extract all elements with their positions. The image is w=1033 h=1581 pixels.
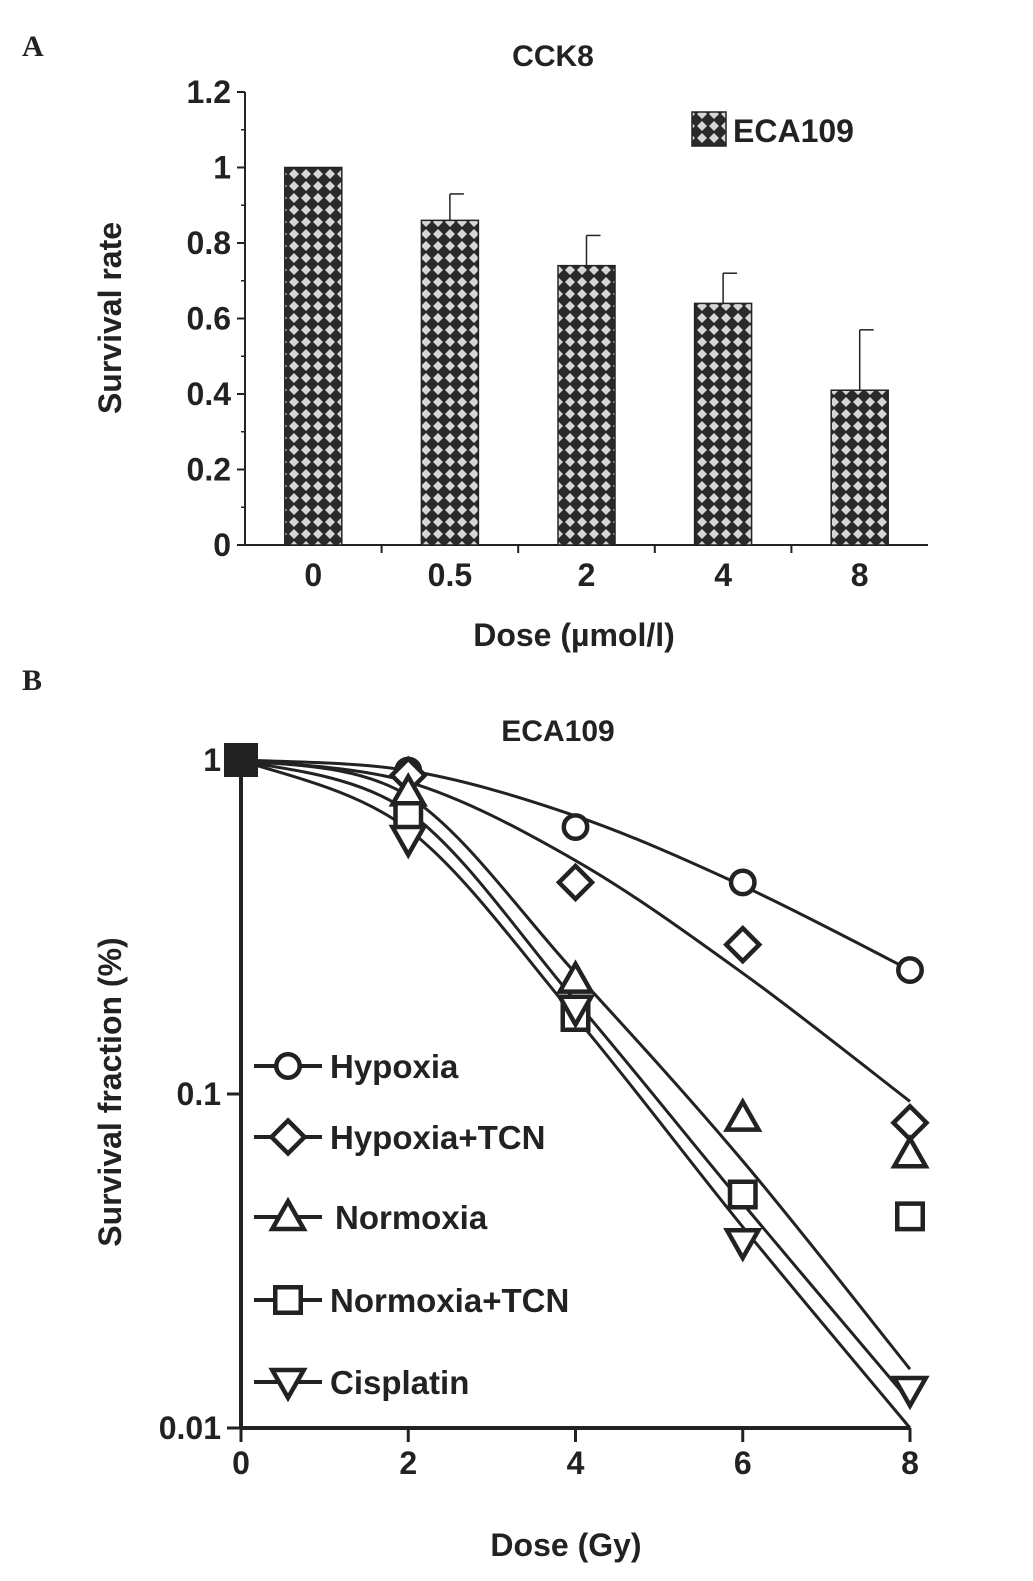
- x-tick-label: 6: [734, 1445, 752, 1481]
- bar: [693, 302, 753, 546]
- legend-marker-diamond: [268, 1117, 308, 1157]
- point-circle: [896, 956, 924, 985]
- fit-curve-diamond: [240, 758, 911, 1103]
- y-tick-label: 1: [213, 150, 231, 186]
- point-triangle-down: [555, 994, 596, 1030]
- x-tick-label: 4: [714, 557, 732, 593]
- panel-b-plot-area: 0.01 0.1 1 0 2 4 6 8 Hypoxia Hypoxia+TCN Normoxia N…: [159, 742, 930, 1481]
- legend-item: Cisplatin: [254, 1364, 469, 1403]
- legend-item: Normoxia: [254, 1196, 488, 1236]
- legend-item: Normoxia+TCN: [254, 1282, 569, 1319]
- point-diamond: [723, 924, 763, 965]
- y-tick-label: 1: [203, 742, 221, 778]
- x-tick-label: 2: [578, 557, 596, 593]
- point-triangle-up: [555, 959, 596, 994]
- legend-item: Hypoxia: [254, 1048, 459, 1085]
- y-tick-label: 0.2: [187, 452, 231, 488]
- legend-marker-square: [273, 1285, 303, 1315]
- y-tick-label: 0: [213, 527, 231, 563]
- panel-a-xlabel: Dose (µmol/l): [473, 617, 675, 653]
- point-circle: [728, 868, 757, 897]
- point-triangle-up: [890, 1133, 930, 1169]
- x-tick-label: 0: [232, 1445, 250, 1481]
- panel-b-xlabel: Dose (Gy): [490, 1527, 641, 1563]
- legend-label: Normoxia: [335, 1199, 488, 1236]
- panel-b-ylabel: Survival fraction (%): [92, 937, 128, 1246]
- bar: [557, 264, 616, 546]
- x-tick-label: 8: [851, 557, 869, 593]
- legend-marker-circle: [274, 1052, 302, 1080]
- panel-b: B ECA109 Survival fraction (%) Dose (Gy)…: [22, 664, 930, 1563]
- point-triangle-down: [388, 824, 428, 860]
- y-tick-label: 0.8: [187, 225, 231, 261]
- point-triangle-up: [723, 1097, 763, 1132]
- legend-label: Hypoxia+TCN: [330, 1119, 545, 1156]
- point-triangle-down: [890, 1375, 930, 1411]
- y-tick-label: 0.01: [159, 1410, 221, 1446]
- y-tick-label: 0.4: [187, 376, 232, 412]
- legend-label: ECA109: [733, 113, 854, 149]
- panel-a: A CCK8 Survival rate Dose (µmol/l) 00.20…: [22, 30, 928, 653]
- bar: [830, 389, 889, 546]
- x-tick-label: 4: [567, 1445, 585, 1481]
- panel-a-ylabel: Survival rate: [92, 222, 128, 414]
- legend-swatch: [691, 111, 727, 147]
- bar: [284, 166, 343, 546]
- legend-label: Cisplatin: [330, 1364, 469, 1401]
- panel-a-plot-area: 0 0.2 0.4 0.6 0.8 1 1.2 0 0.5 2 4 8 ECA109: [187, 74, 928, 593]
- legend-label: Normoxia+TCN: [330, 1282, 569, 1319]
- point-diamond: [555, 862, 596, 903]
- origin-point: [224, 743, 258, 777]
- panel-b-title: ECA109: [501, 715, 614, 748]
- panel-a-label: A: [22, 30, 44, 63]
- point-square: [727, 1179, 758, 1210]
- y-tick-label: 0.6: [187, 301, 231, 337]
- legend-marker-triangle-up: [268, 1196, 308, 1232]
- x-tick-label: 2: [399, 1445, 417, 1481]
- x-tick-label: 0.5: [428, 557, 472, 593]
- bar: [420, 219, 480, 546]
- y-tick-label: 0.1: [177, 1076, 221, 1112]
- panel-a-title: CCK8: [512, 40, 594, 73]
- legend-item: Hypoxia+TCN: [254, 1117, 545, 1157]
- point-circle: [561, 813, 590, 841]
- legend-label: Hypoxia: [330, 1048, 459, 1085]
- legend-marker-triangle-down: [268, 1367, 308, 1403]
- x-tick-label: 8: [901, 1445, 919, 1481]
- point-triangle-down: [723, 1227, 763, 1263]
- panel-b-label: B: [22, 664, 42, 697]
- point-square: [895, 1201, 925, 1232]
- y-tick-label: 1.2: [187, 74, 231, 110]
- x-tick-label: 0: [304, 557, 322, 593]
